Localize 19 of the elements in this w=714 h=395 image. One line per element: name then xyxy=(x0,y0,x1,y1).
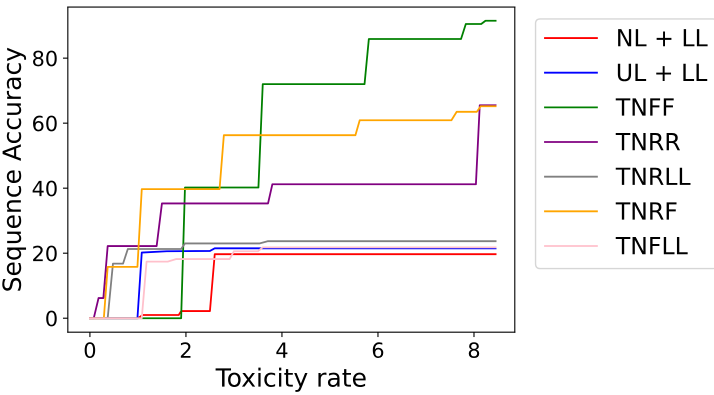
y-tick-label: 60 xyxy=(33,116,57,132)
legend-label: TNRLL xyxy=(616,168,690,185)
legend-label: UL + LL xyxy=(618,64,708,82)
x-tick-label: 2 xyxy=(180,342,190,358)
x-tick-label: 0 xyxy=(84,342,96,358)
x-tick-label: 4 xyxy=(276,342,288,358)
y-tick-label: 80 xyxy=(33,50,57,66)
y-tick-label: 20 xyxy=(33,246,57,262)
legend-label: TNFF xyxy=(616,98,674,116)
legend-label: NL + LL xyxy=(618,29,708,46)
x-axis-title: Toxicity rate xyxy=(216,368,366,392)
y-tick-label: 0 xyxy=(46,310,57,326)
y-tick-label: 40 xyxy=(32,180,57,196)
x-tick-label: 6 xyxy=(372,342,384,358)
legend-label: TNFLL xyxy=(616,237,688,254)
x-tick-label: 8 xyxy=(468,342,480,358)
y-axis-title: Sequence Accuracy xyxy=(2,48,26,291)
legend-label: TNRF xyxy=(616,202,677,220)
legend-label: TNRR xyxy=(616,133,680,150)
